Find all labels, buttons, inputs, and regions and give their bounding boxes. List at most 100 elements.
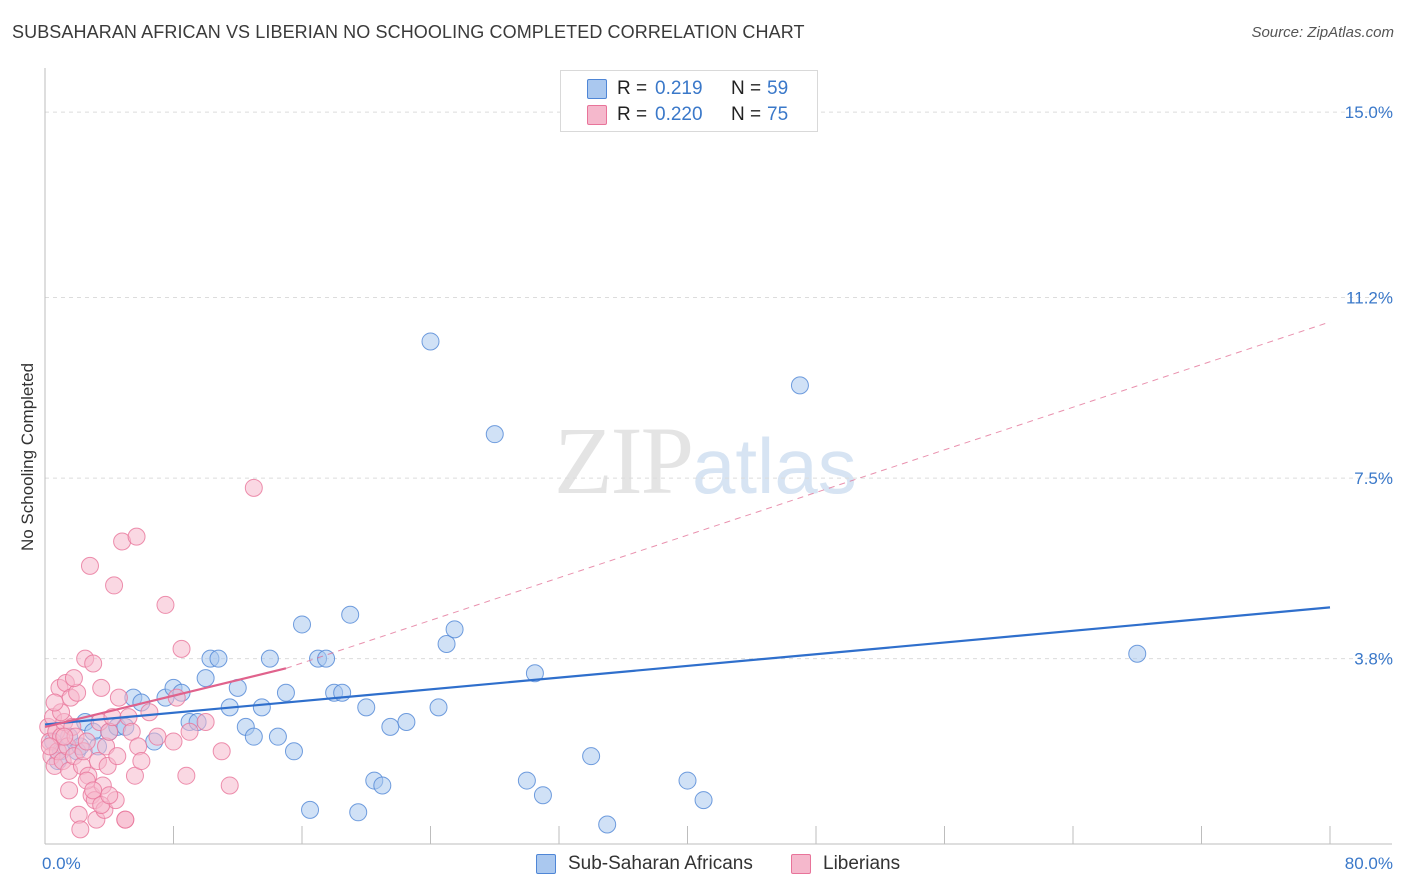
- y-tick-label: 11.2%: [1346, 289, 1393, 308]
- liberian-point: [172, 639, 191, 658]
- liberian-point: [180, 722, 199, 741]
- series-legend-subsaharan[interactable]: Sub-Saharan Africans: [536, 852, 753, 876]
- y-axis-label: No Schooling Completed: [18, 362, 37, 552]
- subsaharan-point: [209, 649, 228, 668]
- liberian-point: [45, 693, 64, 712]
- liberian-point: [84, 654, 103, 673]
- legend-n-label: N =: [731, 104, 762, 125]
- subsaharan-point: [349, 803, 368, 822]
- liberian-point: [140, 703, 159, 722]
- liberian-point: [108, 747, 127, 766]
- subsaharan-point: [445, 620, 464, 639]
- liberian-point: [244, 478, 263, 497]
- correlation-legend: R = 0.219 N = 59 R = 0.220 N = 75: [560, 70, 818, 132]
- zipatlas-watermark: ZIPatlas: [554, 405, 857, 516]
- legend-r-label: R =: [617, 78, 648, 99]
- y-tick-label: 15.0%: [1345, 103, 1393, 122]
- legend-n-value: 59: [767, 78, 789, 99]
- tick-labels: 3.8% 7.5% 11.2% 15.0% 0.0% 80.0%: [42, 103, 1393, 873]
- subsaharan-point: [437, 634, 456, 653]
- legend-r-label: R =: [617, 104, 648, 125]
- liberian-point: [64, 669, 83, 688]
- subsaharan-point: [429, 698, 448, 717]
- legend-r-value: 0.220: [655, 104, 703, 125]
- legend-row-subsaharan: R = 0.219 N = 59: [587, 77, 788, 101]
- liberian-point: [105, 576, 124, 595]
- subsaharan-point: [381, 717, 400, 736]
- subsaharan-point: [678, 771, 697, 790]
- liberian-point: [77, 732, 96, 751]
- liberian-point: [196, 713, 215, 732]
- liberian-point: [92, 678, 111, 697]
- series-legend-liberians[interactable]: Liberians: [791, 852, 900, 876]
- subsaharan-point: [517, 771, 536, 790]
- liberian-point: [100, 786, 119, 805]
- watermark-atlas: atlas: [692, 422, 857, 510]
- y-tick-label: 3.8%: [1354, 650, 1393, 669]
- series-name: Sub-Saharan Africans: [568, 853, 753, 874]
- subsaharan-point: [598, 815, 617, 834]
- liberian-point: [40, 737, 59, 756]
- liberian-point: [167, 688, 186, 707]
- subsaharan-point: [485, 425, 504, 444]
- legend-n-value: 75: [767, 104, 789, 125]
- subsaharan-point: [252, 698, 271, 717]
- legend-swatch-pink: [791, 854, 811, 874]
- subsaharan-point: [276, 683, 295, 702]
- subsaharan-point: [582, 747, 601, 766]
- subsaharan-point: [694, 791, 713, 810]
- subsaharan-point: [284, 742, 303, 761]
- subsaharan-point: [525, 664, 544, 683]
- watermark-zip: ZIP: [554, 407, 694, 514]
- subsaharan-point: [397, 713, 416, 732]
- x-tick-label: 0.0%: [42, 854, 81, 873]
- subsaharan-point: [357, 698, 376, 717]
- liberian-point: [80, 556, 99, 575]
- y-tick-label: 7.5%: [1354, 469, 1393, 488]
- legend-swatch-blue: [587, 79, 607, 99]
- liberian-trendline: [44, 667, 287, 728]
- subsaharan-point: [1128, 644, 1147, 663]
- legend-n-label: N =: [731, 78, 762, 99]
- subsaharan-trendline: [44, 606, 1331, 726]
- chart-title: SUBSAHARAN AFRICAN VS LIBERIAN NO SCHOOL…: [12, 22, 805, 42]
- liberian-point: [156, 595, 175, 614]
- liberian-point: [60, 781, 79, 800]
- data-points: [39, 332, 1147, 839]
- liberian-point: [127, 527, 146, 546]
- trendlines: [44, 321, 1331, 728]
- grid-lines: [45, 111, 1392, 660]
- subsaharan-point: [341, 605, 360, 624]
- subsaharan-point: [260, 649, 279, 668]
- x-tick-label: 80.0%: [1345, 854, 1393, 873]
- legend-row-liberian: R = 0.220 N = 75: [587, 103, 788, 127]
- subsaharan-point: [421, 332, 440, 351]
- legend-swatch-blue: [536, 854, 556, 874]
- liberian-point: [109, 688, 128, 707]
- liberian-point: [100, 722, 119, 741]
- series-name: Liberians: [823, 853, 901, 874]
- legend-swatch-pink: [587, 105, 607, 125]
- subsaharan-point: [790, 376, 809, 395]
- liberian-point: [68, 683, 87, 702]
- liberian-point: [71, 820, 90, 839]
- subsaharan-point: [301, 800, 320, 819]
- liberian-point: [148, 727, 167, 746]
- subsaharan-point: [196, 669, 215, 688]
- liberian-point: [164, 732, 183, 751]
- subsaharan-point: [293, 615, 311, 634]
- liberian-point: [132, 752, 151, 771]
- liberian-point: [220, 776, 239, 795]
- subsaharan-point: [373, 776, 392, 795]
- subsaharan-point: [244, 727, 263, 746]
- subsaharan-point: [533, 786, 552, 805]
- liberian-trendline-projection: [285, 321, 1331, 669]
- subsaharan-point: [268, 727, 287, 746]
- liberian-point: [129, 737, 148, 756]
- legend-r-value: 0.219: [655, 78, 703, 99]
- liberian-point: [212, 742, 231, 761]
- subsaharan-point: [317, 649, 336, 668]
- liberian-point: [55, 727, 74, 746]
- liberian-point: [116, 810, 135, 829]
